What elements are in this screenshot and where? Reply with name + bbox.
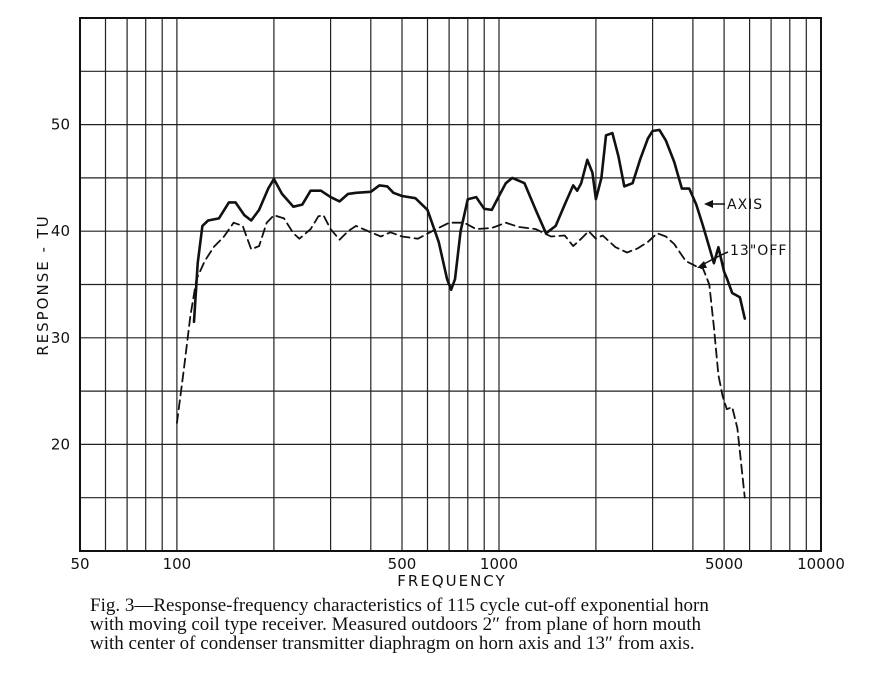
annotation-off-axis: 13"OFF — [730, 243, 787, 259]
x-tick-label: 50 — [70, 555, 89, 573]
x-tick-label: 100 — [163, 555, 192, 573]
arrow-head-icon — [697, 261, 707, 268]
y-tick-label: 20 — [51, 435, 70, 453]
tick-labels: 50 100 500 1000 5000 10000 20 30 40 50 — [51, 116, 845, 573]
y-tick-label: 40 — [51, 222, 70, 240]
x-tick-label: 5000 — [705, 555, 743, 573]
caption-line-1: Fig. 3—Response-frequency characteristic… — [90, 595, 709, 616]
x-tick-label: 1000 — [480, 555, 518, 573]
x-tick-label: 500 — [388, 555, 417, 573]
figure-caption: Fig. 3—Response-frequency characteristic… — [90, 596, 860, 653]
arrow-head-icon — [704, 200, 713, 208]
series-line-axis — [192, 128, 747, 324]
plot-frame — [79, 17, 822, 552]
chart-grid — [79, 18, 822, 551]
chart-series — [176, 128, 747, 499]
x-tick-label: 10000 — [797, 555, 845, 573]
caption-line-2: with moving coil type receiver. Measured… — [90, 614, 702, 635]
y-tick-label: 30 — [51, 329, 70, 347]
annotation-axis: AXIS — [727, 197, 763, 213]
x-axis-title: FREQUENCY — [397, 572, 506, 590]
series-line-off-axis — [176, 214, 746, 499]
y-tick-label: 50 — [51, 116, 70, 134]
y-axis-title: RESPONSE - TU — [34, 214, 52, 356]
caption-line-3: with center of condenser transmitter dia… — [90, 633, 695, 654]
chart-annotations: AXIS 13"OFF — [697, 197, 787, 268]
